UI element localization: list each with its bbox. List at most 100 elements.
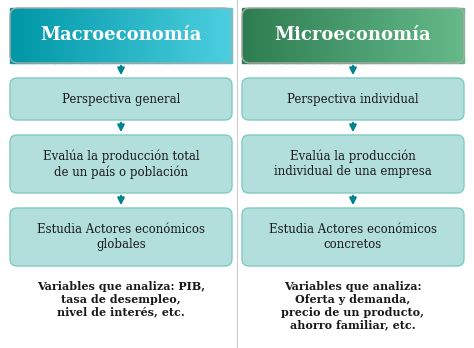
Bar [383,8,387,63]
Bar [264,8,268,63]
Text: Perspectiva individual: Perspectiva individual [287,93,419,105]
Bar [342,8,346,63]
Bar [173,8,177,63]
Bar [253,8,257,63]
Text: Microeconomía: Microeconomía [275,26,431,45]
Text: Variables que analiza:
Oferta y demanda,
precio de un producto,
ahorro familiar,: Variables que analiza: Oferta y demanda,… [282,281,425,330]
Bar [121,8,125,63]
Bar [202,8,207,63]
Bar [268,8,272,63]
Bar [132,8,137,63]
Bar [77,8,81,63]
Bar [199,8,203,63]
Bar [360,8,365,63]
Bar [47,8,51,63]
Bar [213,8,218,63]
Text: Evalúa la producción total
de un país o población: Evalúa la producción total de un país o … [43,149,199,179]
Bar [279,8,283,63]
Bar [143,8,147,63]
Bar [394,8,398,63]
Bar [195,8,199,63]
Bar [228,8,233,63]
Bar [309,8,313,63]
Bar [246,8,250,63]
Bar [446,8,450,63]
Bar [117,8,121,63]
Bar [419,8,424,63]
Text: Estudia Actores económicos
concretos: Estudia Actores económicos concretos [269,223,437,251]
Bar [191,8,195,63]
Bar [331,8,335,63]
Bar [158,8,162,63]
Bar [386,8,391,63]
Bar [346,8,350,63]
Bar [357,8,361,63]
Bar [32,8,36,63]
Bar [327,8,331,63]
Bar [405,8,409,63]
Bar [379,8,383,63]
Bar [58,8,62,63]
Bar [128,8,133,63]
Bar [43,8,47,63]
FancyBboxPatch shape [10,208,232,266]
Bar [165,8,170,63]
Bar [301,8,305,63]
Text: Macroeconomía: Macroeconomía [40,26,202,45]
Bar [423,8,428,63]
Bar [95,8,99,63]
Bar [390,8,394,63]
Text: Evalúa la producción
individual de una empresa: Evalúa la producción individual de una e… [274,150,432,178]
Bar [28,8,33,63]
Bar [261,8,264,63]
Bar [84,8,88,63]
Bar [102,8,107,63]
FancyBboxPatch shape [10,135,232,193]
Bar [21,8,25,63]
Bar [217,8,221,63]
Bar [272,8,276,63]
Bar [55,8,59,63]
Bar [69,8,73,63]
Bar [431,8,435,63]
Bar [188,8,192,63]
Bar [151,8,155,63]
Bar [10,8,14,63]
Bar [14,8,18,63]
Bar [290,8,294,63]
Bar [368,8,372,63]
Bar [114,8,118,63]
FancyBboxPatch shape [242,135,464,193]
FancyBboxPatch shape [10,78,232,120]
Bar [434,8,438,63]
FancyBboxPatch shape [242,78,464,120]
Bar [375,8,379,63]
Bar [257,8,261,63]
Bar [338,8,342,63]
Bar [249,8,254,63]
Bar [416,8,420,63]
Bar [298,8,301,63]
Bar [80,8,84,63]
Bar [427,8,431,63]
Bar [294,8,298,63]
FancyBboxPatch shape [242,208,464,266]
Bar [91,8,96,63]
Bar [110,8,114,63]
Bar [221,8,225,63]
Bar [73,8,77,63]
Bar [442,8,446,63]
Bar [364,8,368,63]
Bar [283,8,287,63]
Bar [210,8,214,63]
Bar [18,8,22,63]
Text: Variables que analiza: PIB,
tasa de desempleo,
nivel de interés, etc.: Variables que analiza: PIB, tasa de dese… [37,281,205,318]
Bar [155,8,158,63]
Bar [412,8,416,63]
Bar [162,8,166,63]
Bar [349,8,354,63]
Bar [449,8,454,63]
Bar [316,8,320,63]
Bar [312,8,317,63]
Bar [206,8,210,63]
